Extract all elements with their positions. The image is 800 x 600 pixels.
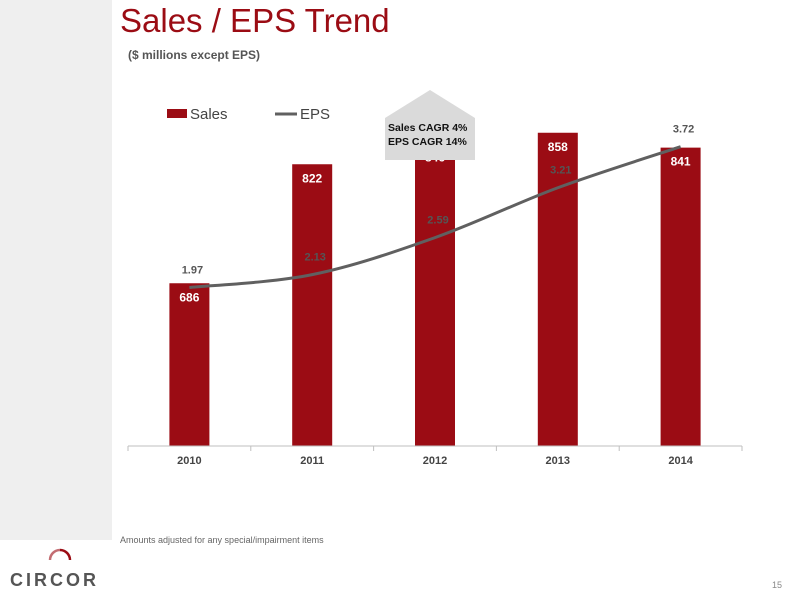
eps-value-label: 1.97 bbox=[182, 264, 203, 276]
sales-bar-2013 bbox=[537, 132, 578, 446]
eps-value-label: 3.21 bbox=[550, 165, 571, 177]
logo-mark-icon bbox=[48, 548, 72, 561]
legend-swatch-sales bbox=[167, 109, 187, 118]
x-tick-label: 2011 bbox=[300, 455, 324, 467]
page-subtitle: ($ millions except EPS) bbox=[128, 48, 261, 62]
sales-value-label: 822 bbox=[302, 171, 322, 185]
callout-sales-cagr: Sales CAGR 4% bbox=[388, 122, 468, 134]
legend-label-sales: Sales bbox=[190, 106, 228, 123]
x-tick-label: 2010 bbox=[177, 455, 201, 467]
sales-value-label: 841 bbox=[671, 155, 691, 169]
x-tick-label: 2014 bbox=[668, 455, 693, 467]
callout-eps-cagr: EPS CAGR 14% bbox=[388, 136, 467, 148]
callout-house-shape bbox=[385, 90, 475, 160]
sales-value-label: 686 bbox=[179, 290, 199, 304]
eps-value-label: 3.72 bbox=[673, 124, 694, 136]
footnote: Amounts adjusted for any special/impairm… bbox=[120, 535, 324, 545]
page-title: Sales / EPS Trend bbox=[120, 2, 390, 39]
logo-text: CIRCOR bbox=[10, 570, 99, 590]
sales-bar-2010 bbox=[169, 283, 210, 446]
x-tick-label: 2012 bbox=[423, 455, 447, 467]
sales-bar-2011 bbox=[292, 164, 333, 446]
eps-value-label: 2.13 bbox=[304, 252, 325, 264]
eps-value-label: 2.59 bbox=[427, 215, 448, 227]
left-sidebar-panel bbox=[0, 0, 112, 540]
eps-line bbox=[189, 145, 682, 289]
circor-logo: CIRCOR bbox=[10, 548, 99, 590]
page-number: 15 bbox=[772, 580, 783, 590]
x-tick-label: 2013 bbox=[546, 455, 570, 467]
sales-bar-2012 bbox=[415, 143, 455, 446]
legend-label-eps: EPS bbox=[300, 106, 330, 123]
cagr-callout: Sales CAGR 4% EPS CAGR 14% bbox=[385, 90, 475, 160]
sales-value-label: 858 bbox=[548, 140, 568, 154]
sales-bar-2014 bbox=[660, 147, 701, 446]
